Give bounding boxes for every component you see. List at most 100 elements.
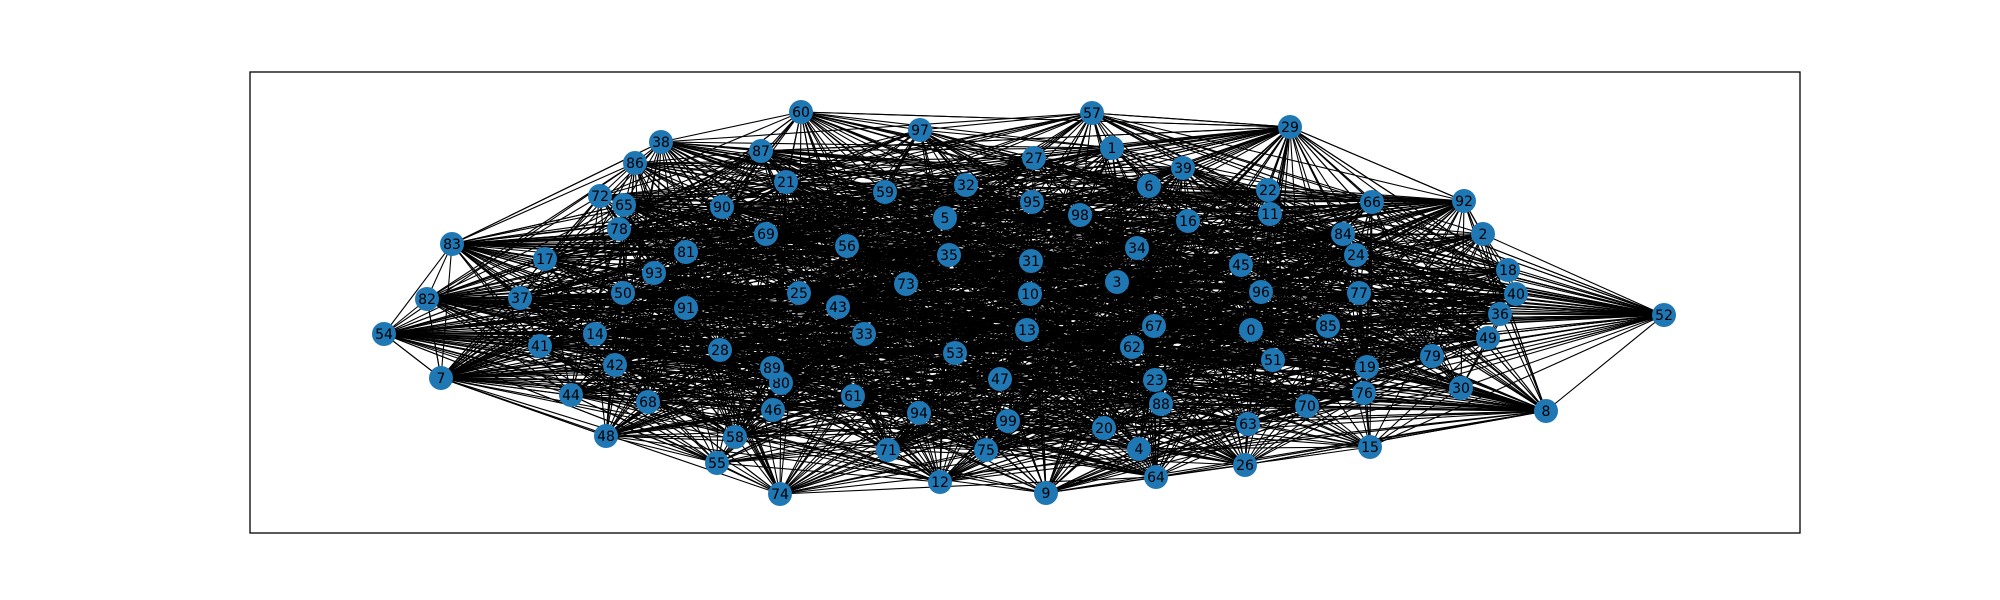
graph-node: 57 (1080, 101, 1104, 125)
graph-node: 7 (429, 366, 453, 390)
graph-edge (605, 435, 718, 464)
node-label: 82 (418, 292, 436, 308)
node-circle (508, 286, 532, 310)
node-circle (1100, 136, 1124, 160)
graph-node: 3 (1105, 270, 1129, 294)
graph-node: 38 (649, 130, 673, 154)
graph-edge (765, 233, 773, 369)
node-circle (1022, 146, 1046, 170)
graph-node: 33 (852, 322, 876, 346)
node-label: 39 (1174, 161, 1192, 177)
graph-edge (653, 272, 773, 369)
graph-edge (685, 126, 1291, 253)
node-label: 4 (1135, 442, 1144, 458)
node-label: 41 (531, 339, 549, 355)
node-circle (1127, 437, 1151, 461)
graph-edge (1371, 201, 1665, 316)
graph-node: 13 (1015, 318, 1039, 342)
graph-node: 64 (1144, 465, 1168, 489)
node-label: 10 (1021, 287, 1039, 303)
graph-edge (1155, 464, 1246, 478)
graph-edge (383, 293, 1517, 335)
graph-node: 66 (1360, 190, 1384, 214)
graph-edge (1045, 126, 1291, 494)
node-circle (841, 384, 865, 408)
node-label: 72 (591, 189, 609, 205)
node-label: 62 (1123, 340, 1141, 356)
graph-edge (1371, 201, 1489, 339)
node-label: 38 (652, 135, 670, 151)
graph-edge (451, 213, 1271, 245)
node-label: 50 (614, 286, 632, 302)
graph-edge (426, 298, 1368, 368)
graph-edge (1482, 233, 1547, 412)
graph-edge (544, 200, 1465, 260)
graph-edge (634, 162, 781, 495)
graph-edge (846, 200, 1465, 247)
node-circle (933, 206, 957, 230)
graph-node: 12 (928, 470, 952, 494)
graph-node: 28 (708, 338, 732, 362)
graph-node: 43 (826, 295, 850, 319)
graph-edge (887, 283, 907, 451)
graph-edge (451, 233, 1484, 245)
graph-node: 84 (1331, 222, 1355, 246)
graph-edge (383, 283, 907, 335)
graph-node: 30 (1449, 376, 1473, 400)
graph-edge (1103, 200, 1465, 429)
node-circle (372, 322, 396, 346)
graph-edge (1103, 410, 1547, 429)
node-circle (1256, 178, 1280, 202)
node-circle (876, 438, 900, 462)
node-label: 9 (1042, 486, 1051, 502)
node-circle (607, 217, 631, 241)
graph-edge (539, 200, 1465, 347)
graph-edge (1371, 201, 1433, 357)
node-circle (1358, 435, 1382, 459)
graph-node: 98 (1068, 203, 1092, 227)
graph-node: 19 (1355, 355, 1379, 379)
graph-edge (1289, 126, 1501, 315)
graph-edge (426, 298, 721, 351)
node-label: 79 (1423, 349, 1441, 365)
graph-edge (685, 307, 1009, 422)
graph-edge (634, 162, 1465, 202)
graph-node: 87 (749, 139, 773, 163)
graph-node: 89 (760, 356, 784, 380)
graph-node: 22 (1256, 178, 1280, 202)
node-label: 54 (375, 327, 393, 343)
node-circle (1020, 190, 1044, 214)
graph-edge (765, 167, 1184, 235)
node-circle (1143, 368, 1167, 392)
graph-edge (440, 359, 1274, 379)
node-label: 64 (1147, 470, 1165, 486)
node-circle (1236, 412, 1260, 436)
graph-node: 49 (1476, 326, 1500, 350)
node-label: 0 (1247, 323, 1256, 339)
graph-edge (623, 112, 1093, 206)
graph-node: 71 (876, 438, 900, 462)
graph-edge (944, 217, 1547, 412)
graph-edge (800, 111, 1113, 149)
node-circle (708, 338, 732, 362)
graph-edge (1160, 403, 1308, 407)
node-circle (928, 470, 952, 494)
graph-edge (426, 298, 687, 309)
node-label: 58 (726, 430, 744, 446)
graph-edge (383, 333, 442, 379)
graph-edge (1289, 126, 1465, 202)
graph-edge (716, 449, 889, 464)
graph-node: 85 (1316, 314, 1340, 338)
graph-node: 96 (1249, 280, 1273, 304)
graph-node: 74 (768, 482, 792, 506)
node-label: 88 (1152, 397, 1170, 413)
graph-edge (846, 245, 1155, 327)
node-label: 42 (606, 358, 624, 374)
graph-node: 70 (1295, 394, 1319, 418)
node-label: 18 (1499, 263, 1517, 279)
graph-edge (1045, 476, 1157, 494)
node-circle (1105, 270, 1129, 294)
node-label: 89 (763, 361, 781, 377)
